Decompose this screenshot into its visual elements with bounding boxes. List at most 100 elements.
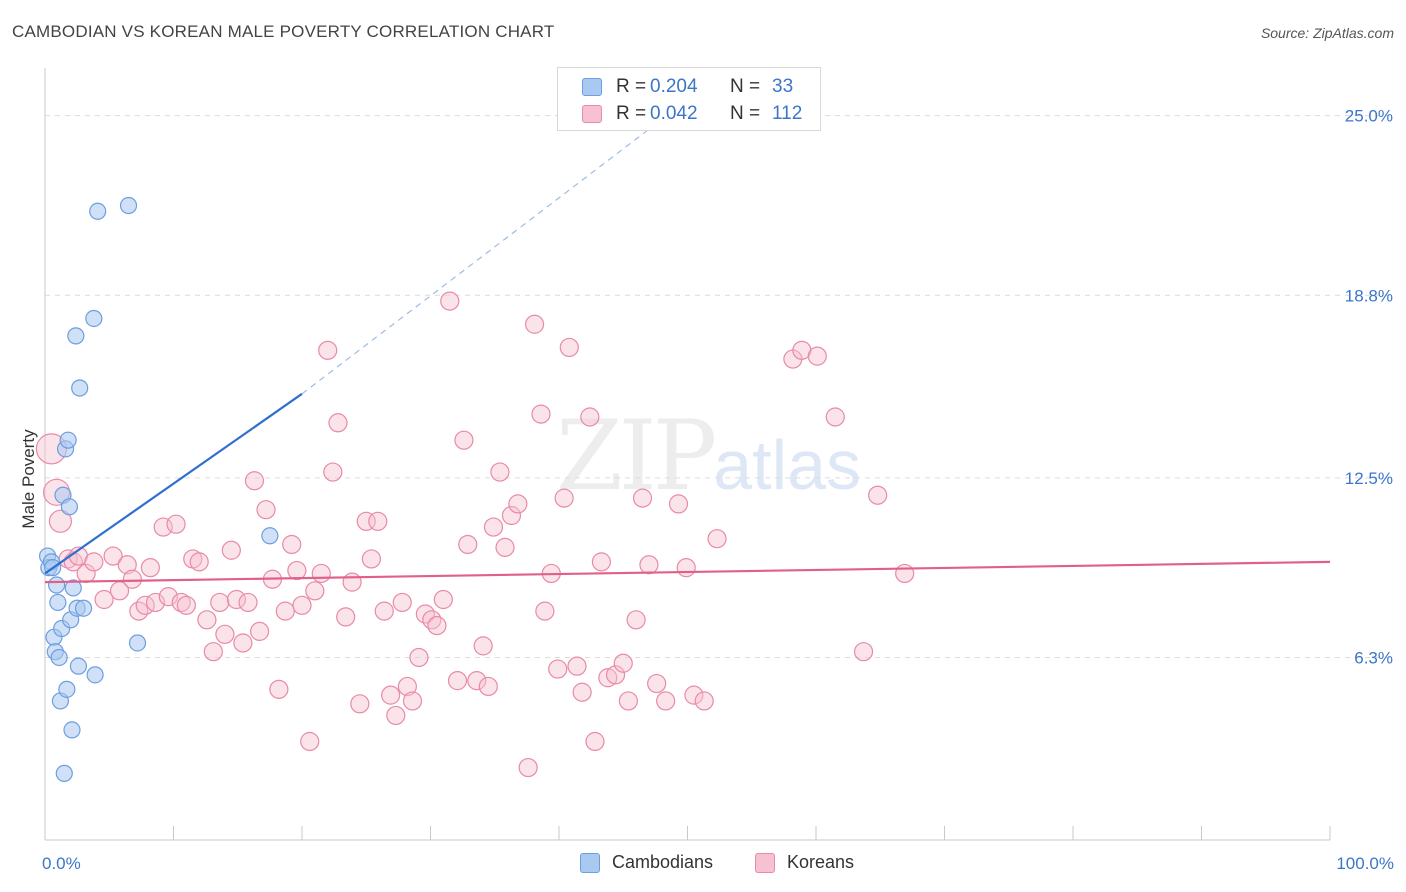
koreans-swatch bbox=[755, 852, 775, 873]
x-tick-label: 100.0% bbox=[1336, 854, 1394, 873]
cambodian-point bbox=[69, 657, 88, 675]
korean-point bbox=[618, 691, 638, 711]
cambodian-point bbox=[119, 196, 138, 215]
korean-point bbox=[402, 691, 423, 711]
cambodians-swatch bbox=[582, 78, 602, 96]
korean-point bbox=[694, 691, 714, 711]
korean-point bbox=[605, 665, 626, 685]
korean-point bbox=[287, 560, 307, 581]
correlation-legend: R = 0.204 N = 33 R = 0.042 N = 112 bbox=[557, 67, 821, 131]
korean-point bbox=[508, 494, 528, 514]
legend-item-koreans[interactable]: Koreans bbox=[755, 852, 854, 873]
x-tick-label: 0.0% bbox=[42, 854, 81, 873]
korean-point bbox=[221, 540, 241, 560]
cambodian-point bbox=[64, 579, 82, 597]
cambodian-point bbox=[63, 721, 81, 739]
korean-point bbox=[807, 346, 827, 366]
korean-point bbox=[613, 653, 633, 673]
korean-point bbox=[256, 500, 276, 520]
korean-point bbox=[454, 430, 474, 450]
legend-label-koreans: Koreans bbox=[787, 852, 855, 872]
y-tick-label: 25.0% bbox=[1345, 107, 1393, 126]
korean-point bbox=[895, 563, 915, 584]
legend-item-cambodians[interactable]: Cambodians bbox=[580, 852, 713, 873]
cambodian-trend-line bbox=[44, 392, 303, 575]
korean-point bbox=[140, 558, 160, 578]
korean-point bbox=[275, 601, 295, 621]
cambodian-point bbox=[67, 327, 85, 345]
n-value: 33 bbox=[772, 76, 794, 97]
cambodian-point bbox=[60, 498, 79, 516]
korean-point bbox=[531, 404, 551, 424]
cambodian-point bbox=[86, 666, 104, 684]
korean-point bbox=[336, 607, 356, 627]
korean-point bbox=[84, 552, 104, 572]
source-label: Source: ZipAtlas.com bbox=[1260, 25, 1394, 41]
r-label: R = bbox=[616, 76, 647, 97]
korean-point bbox=[282, 534, 302, 555]
korean-point bbox=[676, 558, 696, 578]
korean-point bbox=[825, 407, 845, 427]
cambodian-point bbox=[50, 648, 68, 667]
series-legend: Cambodians Koreans bbox=[0, 852, 1406, 878]
legend-label-cambodians: Cambodians bbox=[612, 852, 714, 872]
korean-point bbox=[501, 505, 522, 526]
korean-point bbox=[868, 485, 888, 505]
cambodian-point bbox=[261, 527, 279, 545]
korean-point bbox=[440, 291, 460, 311]
korean-point bbox=[318, 340, 338, 360]
korean-point bbox=[328, 413, 348, 433]
korean-point bbox=[374, 601, 394, 621]
cambodians-swatch bbox=[580, 852, 600, 873]
korean-point bbox=[269, 679, 289, 699]
cambodian-point bbox=[47, 576, 66, 594]
cambodian-point bbox=[58, 680, 76, 698]
korean-point bbox=[467, 671, 487, 691]
korean-points bbox=[35, 291, 915, 778]
korean-point bbox=[226, 589, 247, 610]
korean-point bbox=[647, 673, 667, 694]
n-label: N = bbox=[730, 76, 761, 97]
cambodian-trend-extension bbox=[301, 123, 656, 395]
korean-point bbox=[210, 592, 230, 613]
korean-point bbox=[632, 488, 653, 508]
korean-point bbox=[197, 610, 217, 630]
korean-point bbox=[668, 494, 689, 514]
r-value: 0.042 bbox=[650, 103, 698, 124]
korean-point bbox=[458, 534, 478, 555]
korean-point bbox=[244, 471, 265, 491]
korean-point bbox=[323, 462, 343, 482]
korean-point bbox=[189, 552, 209, 572]
korean-point bbox=[495, 537, 515, 557]
korean-point bbox=[171, 592, 191, 613]
cambodian-point bbox=[59, 431, 77, 449]
korean-point bbox=[548, 659, 568, 679]
korean-point bbox=[656, 691, 676, 711]
cambodian-point bbox=[74, 599, 93, 617]
korean-point bbox=[397, 676, 417, 697]
cambodian-point bbox=[55, 764, 73, 782]
korean-point bbox=[305, 581, 325, 601]
korean-point bbox=[342, 572, 362, 592]
n-value: 112 bbox=[772, 103, 803, 124]
korean-point bbox=[853, 642, 874, 662]
cambodian-point bbox=[49, 593, 67, 612]
korean-point bbox=[707, 529, 727, 549]
korean-trend-line bbox=[44, 560, 1331, 584]
korean-point bbox=[122, 569, 142, 589]
n-label: N = bbox=[730, 103, 761, 124]
korean-point bbox=[567, 656, 587, 676]
korean-point bbox=[447, 671, 468, 691]
cambodian-point bbox=[89, 202, 107, 220]
korean-point bbox=[518, 757, 538, 778]
korean-point bbox=[535, 601, 555, 621]
axis-labels: 6.3% 12.5% 18.8% 25.0% 0.0% 100.0% Male Povert… bbox=[19, 107, 1394, 873]
korean-point bbox=[433, 589, 453, 610]
r-label: R = bbox=[616, 103, 647, 124]
legend-row-cambodians: R = 0.204 N = 33 bbox=[582, 75, 793, 99]
y-tick-label: 18.8% bbox=[1345, 286, 1393, 305]
korean-point bbox=[215, 624, 235, 644]
korean-point bbox=[386, 705, 406, 726]
legend-row-koreans: R = 0.042 N = 112 bbox=[582, 102, 802, 126]
korean-point bbox=[381, 685, 401, 705]
